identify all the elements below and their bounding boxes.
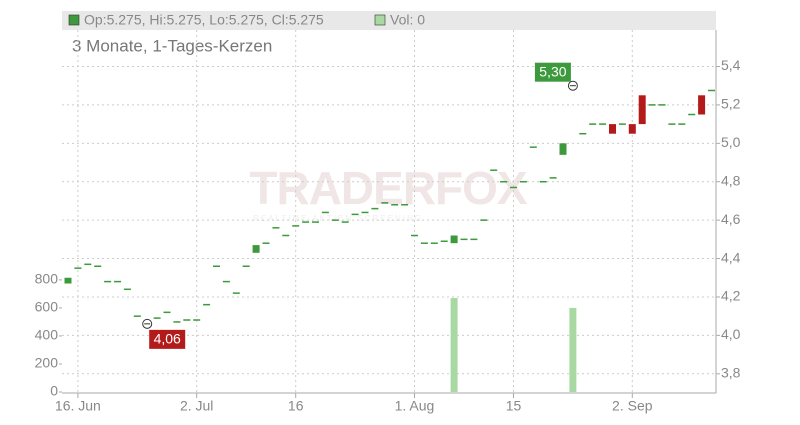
candle-body — [658, 104, 666, 106]
candle-body — [708, 89, 715, 92]
y2-tick-label: 600 — [35, 299, 59, 315]
y-tick-label: 5,2 — [721, 96, 741, 112]
candle-body — [460, 238, 468, 241]
y-tick-label: 4,4 — [721, 249, 741, 265]
watermark: TRADERFOX — [249, 162, 528, 214]
candle-body — [490, 169, 498, 171]
candle-body — [232, 292, 240, 294]
candle-body — [411, 234, 418, 237]
candle-body — [618, 123, 626, 125]
candle-body — [391, 204, 399, 206]
volume-text: Vol: 0 — [390, 12, 425, 28]
candle-body — [519, 180, 527, 183]
candle-body — [430, 242, 438, 244]
candle-body — [84, 263, 92, 266]
candle-body — [589, 123, 597, 125]
candle-body — [371, 207, 379, 210]
x-tick-label: 15 — [506, 398, 522, 414]
candle-body — [331, 219, 339, 221]
candle-body — [302, 221, 310, 223]
y2-tick-label: 800 — [35, 271, 59, 287]
candle-body — [698, 95, 706, 115]
candle-body — [163, 311, 171, 314]
candle-body — [193, 319, 201, 321]
y2-tick-label: 0 — [50, 383, 58, 399]
extreme-label-box — [149, 329, 186, 349]
x-tick-label: 2. Jul — [180, 398, 213, 414]
candle-body — [529, 146, 537, 148]
candle-body — [510, 186, 517, 189]
candle-body — [381, 202, 389, 204]
watermark-sub: REALTIME AKTIEN SCREENING — [253, 214, 423, 223]
candle-body — [351, 213, 359, 216]
extreme-label: 5,30 — [539, 63, 566, 79]
x-tick-label: 16. Jun — [55, 398, 101, 414]
candle-body — [272, 227, 280, 229]
candle-body — [252, 245, 260, 253]
volume-bar — [450, 298, 458, 392]
candle-body — [361, 211, 369, 214]
candle-body — [668, 123, 676, 125]
candle-body — [321, 211, 329, 214]
candle-body — [133, 315, 141, 317]
candle-body — [262, 242, 270, 244]
y-tick-label: 4,6 — [721, 211, 741, 227]
candle-body — [222, 280, 230, 283]
subtitle: 3 Monate, 1-Tages-Kerzen — [72, 36, 272, 55]
candle-body — [341, 221, 349, 223]
candle-body — [104, 280, 112, 283]
y-tick-label: 5,4 — [721, 57, 741, 73]
candle-body — [123, 288, 131, 291]
candle-body — [678, 123, 686, 125]
extreme-label-box — [534, 62, 571, 82]
candle-body — [500, 180, 508, 183]
candle-body — [599, 123, 607, 125]
candle-body — [153, 317, 161, 319]
candle-body — [480, 219, 488, 221]
candle-body — [648, 104, 656, 106]
x-tick-label: 16 — [288, 398, 304, 414]
x-tick-label: 1. Aug — [395, 398, 435, 414]
candle-body — [638, 95, 646, 125]
header-bar — [62, 11, 716, 30]
candle-body — [401, 204, 409, 206]
candle-body — [173, 321, 181, 323]
candle-body — [628, 124, 636, 134]
candle-body — [203, 303, 211, 306]
y-tick-label: 4,2 — [721, 288, 741, 304]
candle-body — [559, 143, 567, 155]
candle-body — [74, 267, 82, 269]
candle-body — [183, 319, 191, 321]
candle-body — [114, 280, 121, 283]
candle-body — [609, 124, 616, 134]
candle-body — [213, 265, 220, 267]
ohlc-text: Op:5.275, Hi:5.275, Lo:5.275, Cl:5.275 — [84, 12, 324, 28]
candle-body — [579, 132, 587, 135]
y-tick-label: 4,0 — [721, 326, 741, 342]
ohlc-swatch — [68, 14, 80, 26]
candle-body — [64, 277, 72, 284]
x-tick-label: 2. Sep — [612, 398, 653, 414]
candle-body — [470, 238, 478, 241]
candle-body — [94, 265, 102, 267]
candle-body — [282, 234, 290, 237]
candle-body — [312, 221, 319, 223]
candle-body — [549, 177, 557, 179]
candle-body — [420, 242, 428, 244]
candle-body — [688, 113, 696, 116]
y2-tick-label: 400 — [35, 327, 59, 343]
candle-body — [292, 225, 300, 227]
candle-body — [242, 265, 250, 267]
y-tick-label: 4,8 — [721, 172, 741, 188]
y-tick-label: 5,0 — [721, 134, 741, 150]
candle-body — [440, 240, 448, 243]
y2-tick-label: 200 — [35, 355, 59, 371]
y-tick-label: 3,8 — [721, 364, 741, 380]
candle-body — [450, 235, 458, 244]
candle-body — [539, 180, 547, 183]
extreme-label: 4,06 — [154, 331, 181, 347]
volume-swatch — [374, 14, 386, 26]
volume-bar — [569, 307, 577, 392]
